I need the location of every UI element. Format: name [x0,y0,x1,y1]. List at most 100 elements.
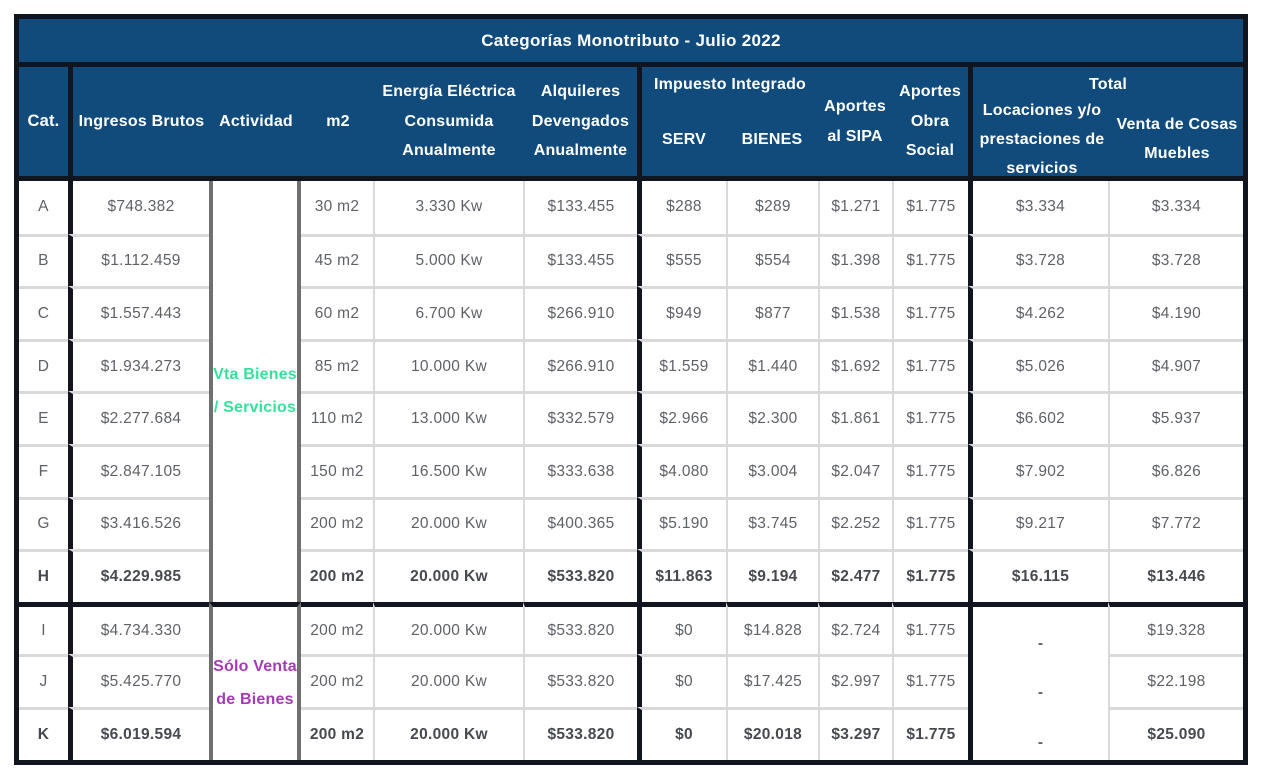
cell-ingresos-C: $1.557.443 [68,286,209,339]
cell-ingresos-D: $1.934.273 [68,339,209,392]
cell-serv-D: $1.559 [637,339,726,392]
cell-cat-D: D [19,339,68,392]
cell-ingresos-E: $2.277.684 [68,391,209,444]
cell-bienes-I: $14.828 [726,602,818,655]
cell-energia-B: 5.000 Kw [373,234,523,287]
cell-cat-G: G [19,497,68,550]
cell-loc-I: - [973,607,1108,656]
cell-ingresos-J: $5.425.770 [68,654,209,707]
cell-loc-G: $9.217 [968,497,1108,550]
cell-ingresos-H: $4.229.985 [68,549,209,602]
cell-serv-J: $0 [637,654,726,707]
cell-venta-A: $3.334 [1108,181,1243,234]
cell-energia-D: 10.000 Kw [373,339,523,392]
cell-alquileres-F: $333.638 [523,444,637,497]
cell-ingresos-B: $1.112.459 [68,234,209,287]
cell-ingresos-A: $748.382 [68,181,209,234]
cell-venta-D: $4.907 [1108,339,1243,392]
cell-bienes-A: $289 [726,181,818,234]
cell-alquileres-D: $266.910 [523,339,637,392]
cell-cat-I: I [19,602,68,655]
cell-energia-I: 20.000 Kw [373,602,523,655]
cell-venta-F: $6.826 [1108,444,1243,497]
cell-bienes-F: $3.004 [726,444,818,497]
group-header-total: Total [973,76,1243,94]
cell-ingresos-K: $6.019.594 [68,707,209,760]
monotributo-table: Categorías Monotributo - Julio 2022 Cat.… [14,14,1248,765]
col-header-cat: Cat. [19,67,68,181]
cell-energia-J: 20.000 Kw [373,654,523,707]
cell-m2-B: 45 m2 [301,234,373,287]
activity-cell-solo-venta-bienes: Sólo Venta de Bienes [209,602,301,760]
cell-loc-A: $3.334 [968,181,1108,234]
cell-m2-K: 200 m2 [301,707,373,760]
cell-venta-B: $3.728 [1108,234,1243,287]
cell-m2-F: 150 m2 [301,444,373,497]
cell-serv-I: $0 [637,602,726,655]
cell-loc-D: $5.026 [968,339,1108,392]
cell-venta-I: $19.328 [1108,602,1243,655]
cell-obra-G: $1.775 [892,497,968,550]
cell-serv-A: $288 [637,181,726,234]
cell-alquileres-J: $533.820 [523,654,637,707]
cell-serv-E: $2.966 [637,391,726,444]
cell-loc-F: $7.902 [968,444,1108,497]
table-title: Categorías Monotributo - Julio 2022 [19,19,1243,67]
cell-cat-J: J [19,654,68,707]
cell-sipa-B: $1.398 [818,234,892,287]
cell-bienes-K: $20.018 [726,707,818,760]
cell-energia-H: 20.000 Kw [373,549,523,602]
cell-bienes-E: $2.300 [726,391,818,444]
cell-sipa-I: $2.724 [818,602,892,655]
group-header-impuesto-integrado: Impuesto Integrado [642,76,818,94]
cell-energia-G: 20.000 Kw [373,497,523,550]
cell-m2-A: 30 m2 [301,181,373,234]
cell-venta-G: $7.772 [1108,497,1243,550]
cell-alquileres-K: $533.820 [523,707,637,760]
cell-m2-E: 110 m2 [301,391,373,444]
cell-obra-F: $1.775 [892,444,968,497]
cell-venta-K: $25.090 [1108,707,1243,760]
cell-cat-H: H [19,549,68,602]
cell-alquileres-C: $266.910 [523,286,637,339]
activity-cell-vta-bienes-servicios: Vta Bienes / Servicios [209,181,301,602]
cell-bienes-D: $1.440 [726,339,818,392]
cell-venta-C: $4.190 [1108,286,1243,339]
cell-energia-C: 6.700 Kw [373,286,523,339]
cell-serv-K: $0 [637,707,726,760]
cell-bienes-C: $877 [726,286,818,339]
col-header-aportes-obra-social: Aportes Obra Social [892,67,968,176]
cell-cat-E: E [19,391,68,444]
cell-cat-B: B [19,234,68,287]
cell-bienes-J: $17.425 [726,654,818,707]
col-header-aportes-sipa: Aportes al SIPA [818,67,892,176]
cell-obra-A: $1.775 [892,181,968,234]
col-header-m2: m2 [302,67,374,176]
cell-sipa-D: $1.692 [818,339,892,392]
cell-sipa-C: $1.538 [818,286,892,339]
cell-serv-B: $555 [637,234,726,287]
cell-m2-G: 200 m2 [301,497,373,550]
col-header-alquileres: Alquileres Devengados Anualmente [524,67,637,176]
cell-m2-D: 85 m2 [301,339,373,392]
cell-cat-F: F [19,444,68,497]
cell-cat-C: C [19,286,68,339]
cell-obra-C: $1.775 [892,286,968,339]
cell-ingresos-F: $2.847.105 [68,444,209,497]
cell-energia-F: 16.500 Kw [373,444,523,497]
cell-m2-I: 200 m2 [301,602,373,655]
cell-energia-K: 20.000 Kw [373,707,523,760]
cell-obra-J: $1.775 [892,654,968,707]
cell-alquileres-B: $133.455 [523,234,637,287]
cell-sipa-K: $3.297 [818,707,892,760]
cell-cat-K: K [19,707,68,760]
header-group-total: Total Locaciones y/o prestaciones de ser… [968,67,1243,181]
cell-loc-H: $16.115 [968,549,1108,602]
cell-sipa-F: $2.047 [818,444,892,497]
cell-sipa-H: $2.477 [818,549,892,602]
cell-loc-K: - [973,705,1108,759]
cell-bienes-B: $554 [726,234,818,287]
cell-alquileres-I: $533.820 [523,602,637,655]
cell-cat-A: A [19,181,68,234]
cell-m2-H: 200 m2 [301,549,373,602]
